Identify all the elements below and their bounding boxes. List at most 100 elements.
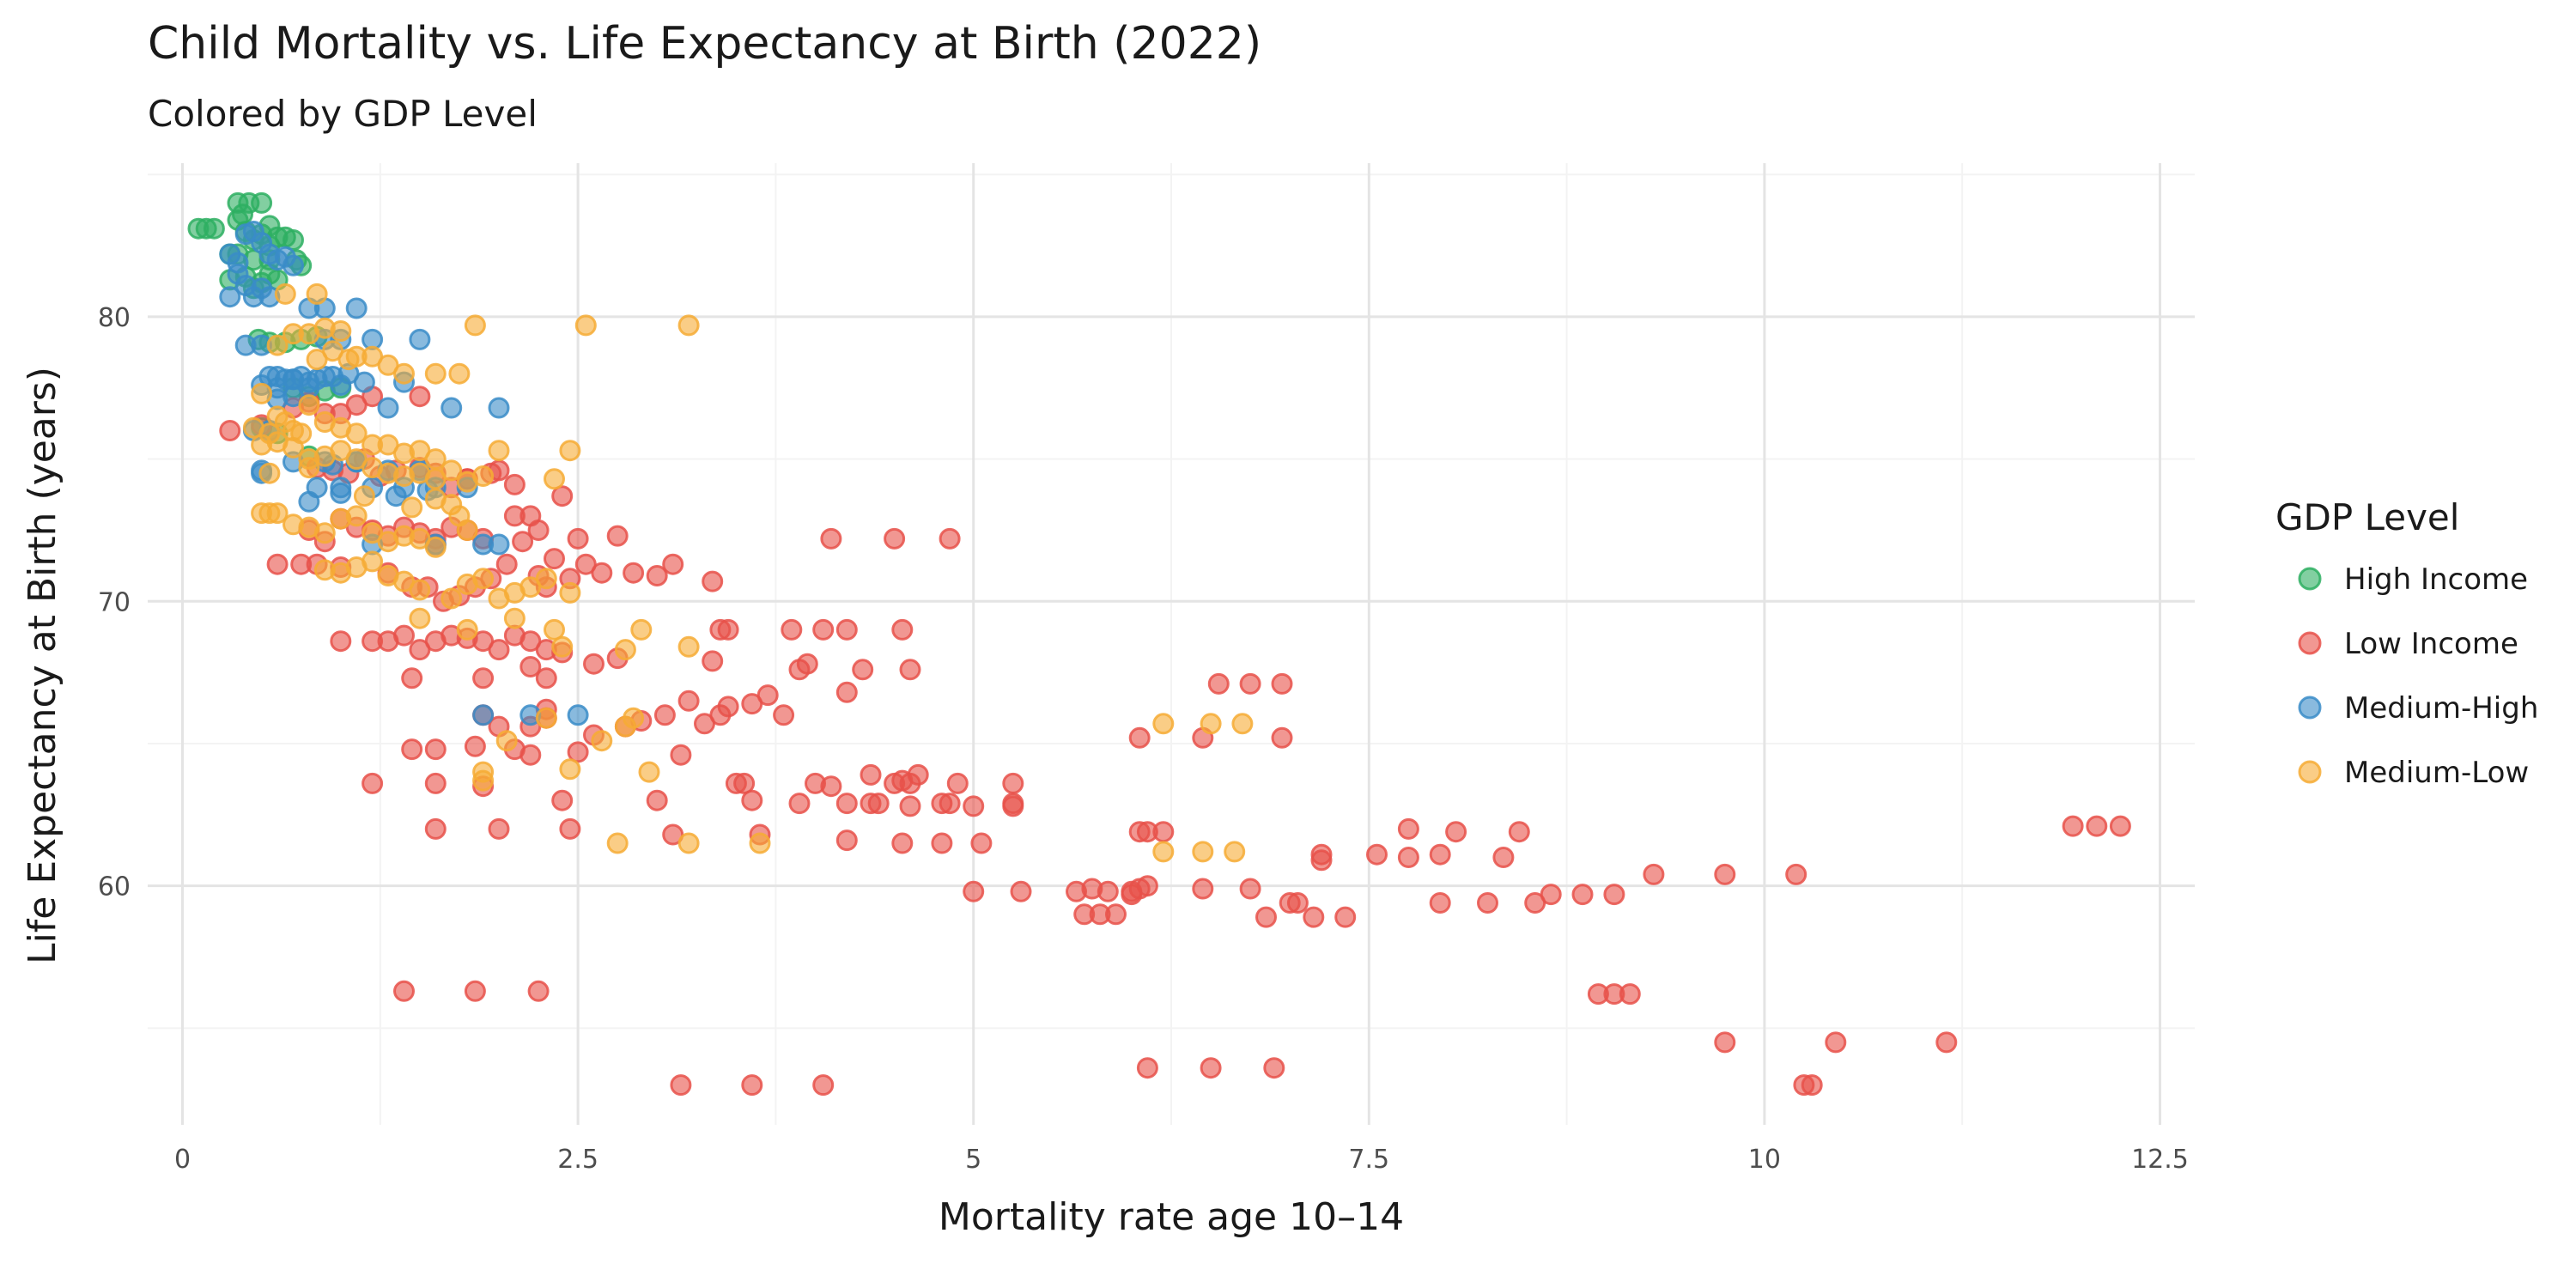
point-low-income: [812, 1074, 835, 1097]
point-low-income: [835, 793, 858, 815]
point-low-income: [1825, 1031, 1847, 1054]
point-low-income: [820, 527, 842, 550]
point-low-income: [488, 817, 510, 840]
point-low-income: [963, 795, 985, 817]
point-medium-low: [251, 382, 273, 404]
point-medium-low: [559, 758, 581, 781]
point-low-income: [1010, 880, 1032, 902]
point-low-income: [646, 789, 668, 811]
point-medium-low: [488, 440, 510, 462]
point-low-income: [591, 562, 613, 584]
point-low-income: [1255, 906, 1277, 928]
point-medium-low: [424, 362, 447, 385]
point-low-income: [891, 832, 914, 854]
point-low-income: [1714, 1031, 1736, 1054]
point-low-income: [1334, 906, 1357, 928]
point-medium-low: [559, 440, 581, 462]
point-low-income: [1200, 1057, 1222, 1079]
point-high-income: [274, 226, 296, 248]
point-medium-low: [638, 761, 660, 783]
point-medium-low: [749, 832, 771, 854]
point-low-income: [1603, 884, 1625, 906]
point-medium-low: [574, 314, 597, 337]
point-low-income: [1429, 892, 1451, 914]
point-low-income: [939, 793, 961, 815]
point-low-income: [488, 639, 510, 661]
point-low-income: [527, 980, 550, 1002]
point-medium-low: [330, 320, 352, 342]
point-low-income: [1492, 847, 1515, 868]
point-low-income: [519, 744, 542, 766]
point-low-income: [835, 681, 858, 703]
point-low-income: [1508, 821, 1530, 843]
legend-label-medium-low: Medium-Low: [2344, 756, 2529, 790]
point-medium-low: [623, 707, 645, 729]
point-medium-low: [606, 832, 629, 854]
point-medium-high: [345, 297, 368, 319]
point-low-income: [907, 763, 929, 786]
point-low-income: [2109, 815, 2131, 837]
y-tick-label: 60: [98, 872, 131, 902]
y-tick-label: 80: [98, 303, 131, 333]
point-low-income: [266, 553, 289, 575]
point-low-income: [1128, 726, 1151, 749]
x-axis-label: Mortality rate age 10–14: [939, 1195, 1404, 1239]
point-medium-low: [440, 459, 463, 482]
point-medium-low: [1152, 713, 1175, 735]
point-medium-high: [219, 286, 241, 308]
point-low-income: [1097, 880, 1119, 902]
point-medium-high: [298, 490, 320, 513]
point-low-income: [741, 789, 763, 811]
point-low-income: [1477, 892, 1498, 914]
point-medium-low: [544, 618, 565, 641]
point-medium-low: [409, 579, 431, 601]
y-axis-label: Life Expectancy at Birth (years): [21, 367, 64, 964]
legend-label-high-income: High Income: [2344, 562, 2528, 597]
point-low-income: [495, 553, 518, 575]
point-low-income: [1192, 878, 1214, 900]
point-low-income: [670, 744, 692, 766]
point-low-income: [1801, 1074, 1823, 1097]
point-low-income: [409, 386, 431, 408]
point-medium-low: [345, 422, 368, 445]
legend-items: High Income Low Income Medium-High Medium-L…: [2298, 562, 2538, 790]
point-low-income: [717, 696, 739, 718]
point-medium-low: [393, 362, 415, 385]
point-medium-low: [472, 568, 495, 590]
point-medium-high: [283, 254, 304, 276]
point-low-income: [1714, 863, 1736, 885]
point-medium-low: [535, 707, 557, 729]
point-low-income: [788, 659, 811, 681]
point-high-income: [251, 191, 273, 214]
point-low-income: [867, 793, 890, 815]
point-low-income: [963, 880, 985, 902]
point-low-income: [401, 738, 423, 761]
point-low-income: [931, 832, 953, 854]
point-medium-high: [242, 221, 264, 242]
point-medium-low: [614, 639, 636, 661]
point-low-income: [852, 659, 874, 681]
point-medium-high: [227, 263, 249, 285]
point-high-income: [203, 217, 225, 240]
point-low-income: [646, 565, 668, 586]
point-low-income: [733, 772, 756, 794]
point-medium-low: [290, 422, 313, 445]
legend-label-low-income: Low Income: [2344, 627, 2518, 661]
point-medium-low: [274, 283, 296, 305]
point-low-income: [551, 485, 574, 507]
point-low-income: [393, 624, 415, 647]
point-low-income: [424, 772, 447, 794]
point-medium-low: [306, 283, 328, 305]
point-low-income: [970, 832, 993, 854]
point-medium-low: [1192, 841, 1214, 863]
point-low-income: [1935, 1031, 1958, 1054]
point-low-income: [702, 570, 724, 592]
legend-label-medium-high: Medium-High: [2344, 691, 2538, 726]
point-low-income: [330, 630, 352, 653]
point-low-income: [653, 704, 676, 726]
point-low-income: [662, 553, 684, 575]
chart-title: Child Mortality vs. Life Expectancy at B…: [148, 18, 1261, 70]
point-medium-high: [385, 485, 407, 507]
point-low-income: [1397, 817, 1419, 840]
